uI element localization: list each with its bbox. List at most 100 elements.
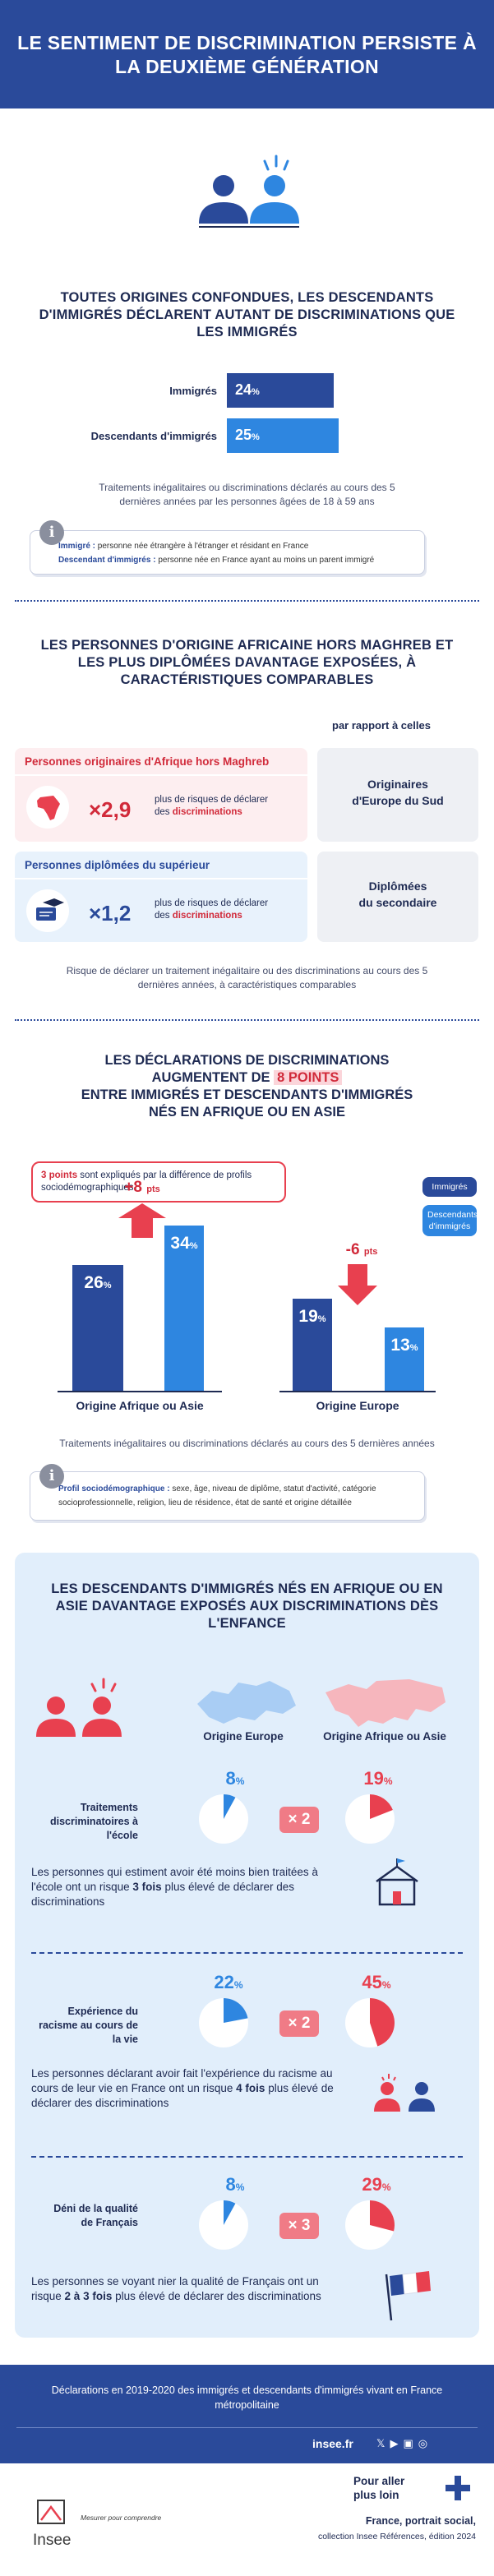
card-secondaire-line1: Diplômées [368, 879, 427, 893]
footer-band: Déclarations en 2019-2020 des immigrés e… [0, 2365, 494, 2463]
card-diplomes-title: Personnes diplômées du supérieur [15, 852, 307, 879]
card-diplomes-text: plus de risques de déclarer des discrimin… [155, 898, 269, 921]
section1-definitions: Immigré : personne née étrangère à l'étr… [30, 530, 425, 575]
card-secondaire-line2: du secondaire [358, 896, 437, 909]
card-europe-sud-line1: Originaires [367, 778, 428, 791]
section1-title: Toutes origines confondues, les descenda… [39, 290, 455, 339]
brand-name: Insee [33, 2532, 72, 2549]
row-ecole: Traitements discriminatoires à l'école 8… [15, 1768, 479, 1949]
bar-afrique-descendants-value: 34% [170, 1234, 198, 1253]
factor-box: × 3 [279, 2213, 319, 2239]
definition-immigre: Immigré : personne née étrangère à l'étr… [58, 542, 309, 551]
card-europe-sud-line2: d'Europe du Sud [352, 794, 444, 807]
row-statement: Les personnes déclarant avoir fait l'exp… [31, 2067, 334, 2109]
card-afrique-title: Personnes originaires d'Afrique hors Mag… [15, 748, 307, 776]
row-statement: Les personnes se voyant nier la qualité … [31, 2275, 321, 2302]
bar-europe-immigres: 19% [293, 1298, 332, 1391]
footer-note: Déclarations en 2019-2020 des immigrés e… [51, 2384, 443, 2411]
diploma-icon [26, 889, 69, 932]
axis-europe [279, 1391, 436, 1392]
section2-caption: Risque de déclarer un traitement inégali… [66, 965, 428, 990]
pct-afrique: 19% [363, 1768, 393, 1789]
pie-europe [199, 2200, 248, 2250]
legend-immigres: Immigrés [422, 1177, 477, 1197]
diff-europe: -6 pts [345, 1241, 378, 1258]
pie-afrique [345, 2200, 395, 2250]
card-europe-sud: Originaires d'Europe du Sud [317, 748, 478, 842]
bar-label-immigres: Immigrés [169, 385, 217, 397]
africa-map-icon [26, 786, 69, 829]
africa-asia-map-icon [325, 1679, 446, 1727]
card-secondaire: Diplômées du secondaire [317, 852, 478, 942]
school-icon [376, 1858, 418, 1906]
row-label: Traitements discriminatoires à l'école [50, 1802, 138, 1841]
pie-europe [199, 1794, 248, 1844]
bar-afrique-immigres-value: 26% [84, 1272, 112, 1292]
pie-afrique [345, 1794, 395, 1844]
section4-title: Les descendants d'immigrés nés en Afriqu… [51, 1581, 443, 1631]
arrow-up-icon [118, 1203, 166, 1238]
pct-europe: 22% [214, 1972, 243, 1992]
xcat-afrique: Origine Afrique ou Asie [76, 1399, 204, 1412]
pie-slice [370, 1794, 393, 1819]
factor-box: × 2 [279, 2010, 319, 2037]
children-icon [36, 1678, 122, 1737]
pie-slice [224, 2200, 236, 2225]
row-divider-1 [31, 1952, 463, 1954]
page-title: Le sentiment de discrimination persiste … [17, 32, 477, 77]
pie-europe [199, 1998, 248, 2047]
pie-slice [224, 1998, 248, 2023]
insee-logo-icon [37, 2500, 65, 2524]
x-icon[interactable]: 𝕏 [376, 2437, 390, 2449]
bar-europe-descendants-value: 13% [390, 1336, 418, 1355]
bar-europe-descendants: 13% [385, 1327, 424, 1391]
bar-afrique-descendants: 34% [164, 1226, 204, 1391]
title-highlight: 8 points [274, 1070, 343, 1085]
french-flag-icon [385, 2271, 431, 2321]
pie-slice [370, 2200, 395, 2232]
pct-europe: 8% [225, 1768, 245, 1789]
site-link[interactable]: insee.fr [312, 2437, 353, 2450]
section4-panel: Les descendants d'immigrés nés en Afriqu… [15, 1553, 479, 2338]
card-afrique-multiplier: ×2,9 [89, 797, 132, 822]
page-header: Le sentiment de discrimination persiste … [0, 0, 494, 108]
info-icon: i [39, 520, 64, 545]
row-statement: Les personnes qui estiment avoir été moi… [31, 1866, 318, 1908]
annotation-box: 3 points sont expliqués par la différenc… [31, 1161, 286, 1203]
brand-tagline: Mesurer pour comprendre [81, 2514, 162, 2522]
pct-afrique: 45% [362, 1972, 391, 1992]
instagram-icon[interactable]: ◎ [418, 2437, 433, 2449]
diff-afrique: +8 pts [124, 1179, 160, 1196]
bar-descendants: 25% [227, 418, 339, 453]
ref-title: France, portrait social, [365, 2515, 476, 2527]
section3-definition: Profil sociodémographique : sexe, âge, n… [30, 1471, 425, 1521]
row-divider-2 [31, 2156, 463, 2158]
pct-afrique: 29% [362, 2174, 391, 2195]
row-deni: Déni de la qualité de Français 8% × 3 29… [15, 2174, 479, 2338]
row-label: Expérience du racisme au cours de la vie [39, 2006, 138, 2045]
bar-label-descendants: Descendants d'immigrés [90, 430, 217, 442]
more-link[interactable]: Pour aller plus loin [353, 2475, 405, 2501]
bar-immigres: 24% [227, 373, 334, 408]
axis-afrique [58, 1391, 222, 1392]
divider-1 [15, 600, 479, 602]
card-afrique-text: plus de risques de déclarer des discrimin… [155, 795, 269, 817]
row-label: Déni de la qualité de Français [53, 2203, 138, 2228]
linkedin-icon[interactable]: ▣ [403, 2437, 418, 2449]
definition-descendant: Descendant d'immigrés : personne née en … [58, 556, 375, 565]
people-icon [199, 155, 299, 228]
info-icon-2: i [39, 1464, 64, 1489]
pie-afrique [345, 1998, 395, 2047]
pct-europe: 8% [225, 2174, 245, 2195]
card-diplomes-multiplier: ×1,2 [89, 901, 132, 926]
card-afrique: Personnes originaires d'Afrique hors Mag… [15, 748, 307, 842]
xcat-europe: Origine Europe [316, 1399, 399, 1412]
factor-box: × 2 [279, 1807, 319, 1833]
youtube-icon[interactable]: ▶ [390, 2437, 404, 2449]
arrow-down-icon [338, 1264, 377, 1305]
section3-caption: Traitements inégalitaires ou discriminat… [59, 1438, 435, 1449]
bar-value-descendants: 25% [235, 427, 260, 443]
people-small-icon [374, 2074, 435, 2112]
pie-slice [370, 1998, 395, 2047]
